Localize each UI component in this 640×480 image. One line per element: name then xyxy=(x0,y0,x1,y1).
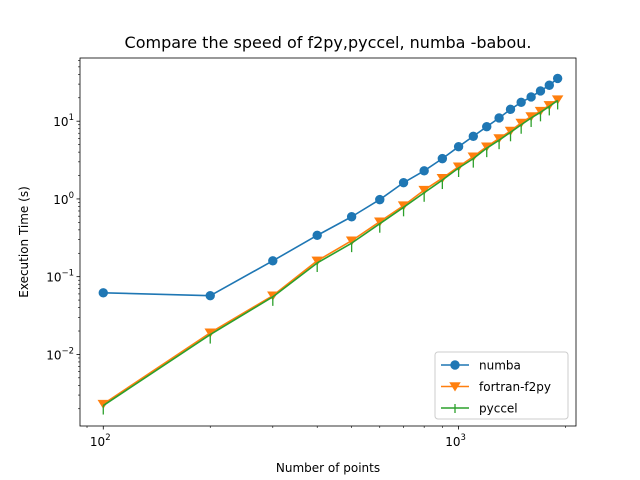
data-point-numba xyxy=(346,212,357,222)
data-point-numba xyxy=(505,104,516,115)
legend-label-pyccel: pyccel xyxy=(479,402,518,416)
data-point-numba xyxy=(419,166,429,176)
data-point-numba xyxy=(516,97,526,108)
data-point-numba xyxy=(205,290,215,301)
legend: numba fortran-f2py pyccel xyxy=(434,351,569,420)
legend-marker-numba xyxy=(450,360,460,370)
series-pyccel xyxy=(102,99,559,415)
data-point-numba xyxy=(398,177,409,188)
legend-frame xyxy=(434,351,569,420)
data-point-numba xyxy=(526,92,536,102)
data-point-numba xyxy=(437,153,448,164)
series-layer xyxy=(97,73,564,415)
y-tick-label: 101 xyxy=(53,113,74,129)
data-point-numba xyxy=(482,121,492,132)
axes-spines xyxy=(79,57,577,427)
legend-items: numba fortran-f2py pyccel xyxy=(441,359,551,416)
legend-marker-fortran-f2py xyxy=(449,382,461,392)
data-point-numba xyxy=(552,73,563,84)
y-tick-label: 10−1 xyxy=(46,269,74,285)
y-axis-label: Execution Time (s) xyxy=(17,186,31,298)
y-tick-label: 100 xyxy=(53,191,74,207)
legend-label-fortran-f2py: fortran-f2py xyxy=(479,380,551,394)
data-point-fortran-f2py xyxy=(551,95,564,105)
x-tick-label: 103 xyxy=(445,433,466,449)
x-axis-label: Number of points xyxy=(276,461,380,475)
data-point-numba xyxy=(375,194,385,205)
data-point-numba xyxy=(468,131,479,141)
data-point-numba xyxy=(453,141,464,152)
data-point-numba xyxy=(312,230,322,241)
data-point-numba xyxy=(494,113,504,123)
x-tick-label: 102 xyxy=(90,433,111,449)
y-tick-label: 10−2 xyxy=(46,346,74,362)
data-point-numba xyxy=(535,86,546,96)
data-point-numba xyxy=(544,80,555,90)
chart-title: Compare the speed of f2py,pyccel, numba … xyxy=(125,33,532,52)
legend-label-numba: numba xyxy=(479,359,521,373)
series-numba xyxy=(98,73,563,301)
data-point-numba xyxy=(268,256,278,266)
data-point-numba xyxy=(98,288,108,298)
